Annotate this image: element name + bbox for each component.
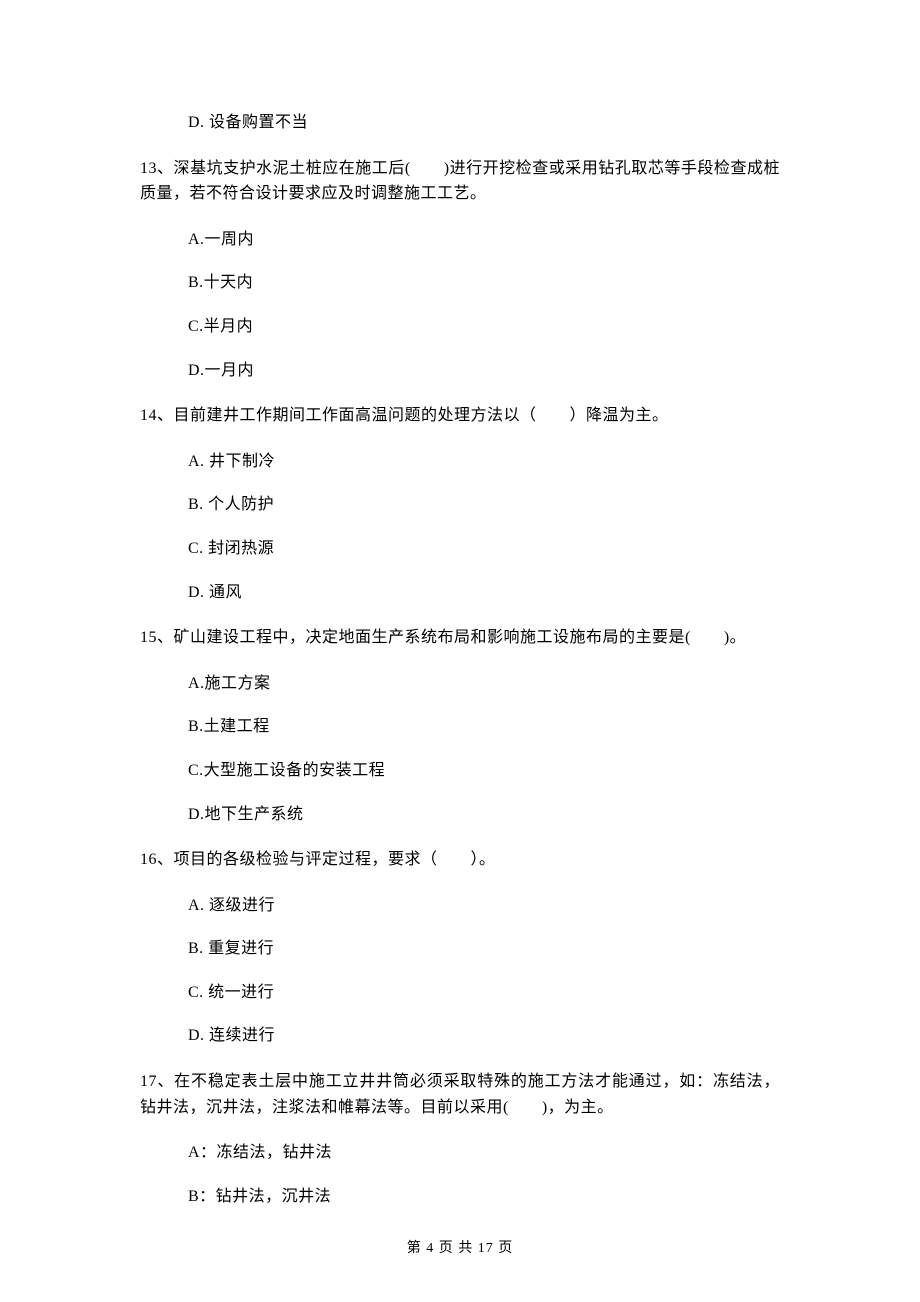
q15-option-b: B.土建工程 bbox=[140, 714, 780, 740]
q13-option-b: B.十天内 bbox=[140, 270, 780, 296]
q17-stem: 17、在不稳定表土层中施工立井井筒必须采取特殊的施工方法才能通过，如：冻结法，钻… bbox=[140, 1069, 780, 1120]
q15-option-d: D.地下生产系统 bbox=[140, 802, 780, 828]
q14-option-d: D. 通风 bbox=[140, 580, 780, 606]
q14-option-b: B. 个人防护 bbox=[140, 492, 780, 518]
q13-option-a: A.一周内 bbox=[140, 227, 780, 253]
q16-option-d: D. 连续进行 bbox=[140, 1023, 780, 1049]
q15-stem: 15、矿山建设工程中，决定地面生产系统布局和影响施工设施布局的主要是( )。 bbox=[140, 625, 780, 651]
q14-stem: 14、目前建井工作期间工作面高温问题的处理方法以（ ）降温为主。 bbox=[140, 403, 780, 429]
q16-option-a: A. 逐级进行 bbox=[140, 893, 780, 919]
q14-option-a: A. 井下制冷 bbox=[140, 449, 780, 475]
q13-option-d: D.一月内 bbox=[140, 358, 780, 384]
q16-stem: 16、项目的各级检验与评定过程，要求（ ）。 bbox=[140, 847, 780, 873]
q13-stem: 13、深基坑支护水泥土桩应在施工后( )进行开挖检查或采用钻孔取芯等手段检查成桩… bbox=[140, 156, 780, 207]
q16-option-c: C. 统一进行 bbox=[140, 980, 780, 1006]
page-footer: 第 4 页 共 17 页 bbox=[0, 1238, 920, 1260]
q12-option-d: D. 设备购置不当 bbox=[140, 110, 780, 136]
q15-option-a: A.施工方案 bbox=[140, 671, 780, 697]
q16-option-b: B. 重复进行 bbox=[140, 936, 780, 962]
q14-option-c: C. 封闭热源 bbox=[140, 536, 780, 562]
q17-option-a: A：冻结法，钻井法 bbox=[140, 1140, 780, 1166]
q17-option-b: B：钻井法，沉井法 bbox=[140, 1184, 780, 1210]
q15-option-c: C.大型施工设备的安装工程 bbox=[140, 758, 780, 784]
q13-option-c: C.半月内 bbox=[140, 314, 780, 340]
